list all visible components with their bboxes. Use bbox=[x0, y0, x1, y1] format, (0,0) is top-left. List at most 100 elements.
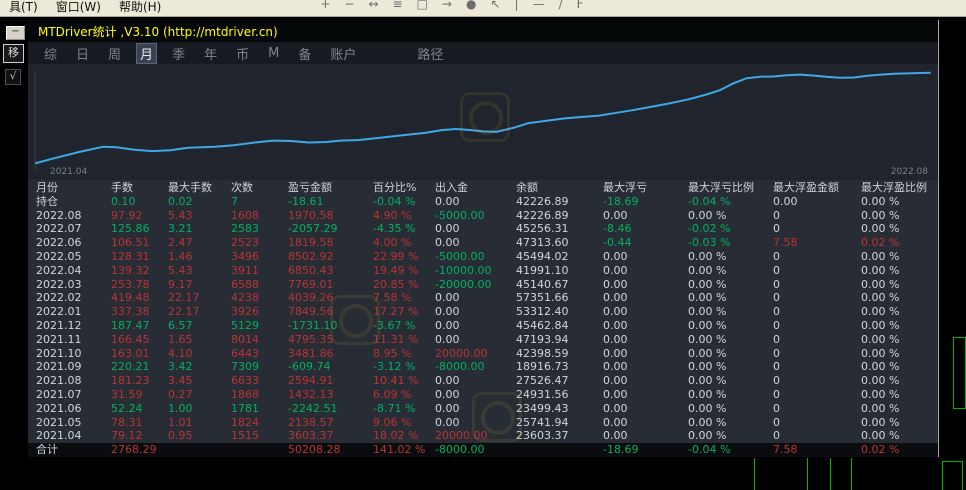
table-row[interactable]: 2022.08 97.92 5.43 1608 1970.58 4.90 % -5000.0… bbox=[28, 208, 938, 222]
value-cell: 4238 bbox=[231, 291, 259, 305]
value-cell: 0 bbox=[773, 429, 780, 443]
table-row[interactable]: 2021.07 31.59 0.27 1868 1432.13 6.09 % 0.00 249… bbox=[28, 388, 938, 402]
column-header[interactable]: 最大浮盈金额 bbox=[773, 180, 839, 194]
tile-windows-icon[interactable]: ≡ bbox=[392, 0, 403, 11]
value-cell: 20000.00 bbox=[435, 346, 488, 360]
value-cell: 6443 bbox=[231, 346, 259, 360]
value-cell: 2523 bbox=[231, 236, 259, 250]
tab-月[interactable]: 月 bbox=[136, 42, 158, 64]
value-cell: 3603.37 bbox=[288, 429, 334, 443]
value-cell: 0.00 % bbox=[688, 374, 727, 388]
value-cell: 11.31 % bbox=[373, 332, 419, 346]
trendline-icon[interactable]: / bbox=[558, 0, 563, 11]
column-header[interactable]: 手数 bbox=[111, 180, 133, 194]
vertical-line-icon[interactable]: | bbox=[514, 0, 519, 11]
tab-M[interactable]: M bbox=[268, 45, 280, 61]
table-row[interactable]: 2021.06 52.24 1.00 1781 -2242.51 -8.71 % 0.00 2… bbox=[28, 401, 938, 415]
value-cell: 0.00 % bbox=[861, 208, 900, 222]
value-cell: 50208.28 bbox=[288, 443, 341, 457]
column-header[interactable]: 百分比% bbox=[373, 180, 417, 194]
column-header[interactable]: 最大浮盈比例 bbox=[861, 180, 927, 194]
table-row[interactable]: 2021.04 79.12 0.95 1515 3603.37 18.02 % 20000.… bbox=[28, 429, 938, 443]
value-cell: -8000.00 bbox=[435, 360, 485, 374]
table-row[interactable]: 2022.03 253.78 9.17 6588 7769.01 20.85 % -2000… bbox=[28, 277, 938, 291]
fibonacci-icon[interactable]: F bbox=[576, 0, 584, 11]
value-cell: -20000.00 bbox=[435, 277, 492, 291]
table-row[interactable]: 2022.04 139.32 5.43 3911 6850.43 19.49 % -1000… bbox=[28, 263, 938, 277]
value-cell: 2583 bbox=[231, 222, 259, 236]
path-label[interactable]: 路径 bbox=[417, 47, 444, 63]
globe-icon[interactable]: ● bbox=[465, 0, 477, 11]
menu-item[interactable]: 帮助(H) bbox=[118, 0, 162, 14]
column-header[interactable]: 出入金 bbox=[435, 180, 468, 194]
table-row[interactable]: 2021.12 187.47 6.57 5129 -1731.10 -3.67 % 0.00… bbox=[28, 319, 938, 333]
value-cell: 0.00 bbox=[435, 222, 460, 236]
minimize-button[interactable]: − bbox=[6, 26, 25, 40]
move-button[interactable]: 移 bbox=[3, 44, 24, 63]
chart-shift-icon[interactable]: ↔ bbox=[368, 0, 379, 11]
x-axis-start-label: 2021.04 bbox=[50, 167, 88, 177]
zoom-in-icon[interactable]: + bbox=[320, 0, 331, 11]
value-cell: 1868 bbox=[231, 388, 259, 402]
table-row[interactable]: 2022.05 128.31 1.46 3496 8502.92 22.99 % -5000… bbox=[28, 250, 938, 264]
value-cell: 4.00 % bbox=[373, 236, 412, 250]
new-chart-icon[interactable]: □ bbox=[416, 0, 428, 11]
tab-年[interactable]: 年 bbox=[204, 47, 218, 63]
zoom-out-icon[interactable]: − bbox=[344, 0, 355, 11]
value-cell: 0.00 % bbox=[688, 250, 727, 264]
x-axis-end-label: 2022.08 bbox=[890, 167, 928, 177]
value-cell: 7.58 bbox=[773, 443, 798, 457]
table-row[interactable]: 2022.06 106.51 2.47 2523 1819.58 4.00 % 0.00 47… bbox=[28, 236, 938, 250]
value-cell: 0.00 bbox=[603, 319, 628, 333]
value-cell: 0 bbox=[773, 250, 780, 264]
value-cell: 9.06 % bbox=[373, 415, 412, 429]
auto-scroll-icon[interactable]: → bbox=[441, 0, 452, 11]
cursor-icon[interactable]: ↖ bbox=[490, 0, 501, 11]
value-cell: 0.00 % bbox=[688, 305, 727, 319]
value-cell: 22.17 bbox=[168, 305, 200, 319]
check-button[interactable]: √ bbox=[5, 69, 21, 85]
toolbar-icons: + − ↔ ≡ □ → ● ↖ | — / F bbox=[320, 0, 583, 14]
value-cell: 0.00 bbox=[603, 305, 628, 319]
value-cell: 42226.89 bbox=[516, 208, 569, 222]
value-cell: 0 bbox=[773, 401, 780, 415]
menu-item[interactable]: 具(T) bbox=[9, 0, 38, 14]
value-cell: 0 bbox=[773, 291, 780, 305]
value-cell: 4795.35 bbox=[288, 332, 334, 346]
column-header[interactable]: 月份 bbox=[36, 180, 58, 194]
value-cell: 0.00 % bbox=[861, 374, 900, 388]
table-row[interactable]: 2021.11 166.45 1.65 8014 4795.35 11.31 % 0.00 4… bbox=[28, 332, 938, 346]
table-row[interactable]: 持仓 0.10 0.02 7 -18.61 -0.04 % 0.00 42226.89 -18.… bbox=[28, 195, 938, 209]
tab-日[interactable]: 日 bbox=[76, 47, 90, 63]
value-cell: 166.45 bbox=[111, 332, 150, 346]
column-header[interactable]: 最大浮亏比例 bbox=[688, 180, 754, 194]
column-header[interactable]: 盈亏金额 bbox=[288, 180, 332, 194]
tab-周[interactable]: 周 bbox=[108, 47, 122, 63]
tab-账户[interactable]: 账户 bbox=[330, 47, 357, 63]
menu-item[interactable]: 窗口(W) bbox=[55, 0, 101, 14]
value-cell: 1.01 bbox=[168, 415, 193, 429]
column-header[interactable]: 最大手数 bbox=[168, 180, 212, 194]
table-row[interactable]: 2021.09 220.21 3.42 7309 -609.74 -3.12 % -8000… bbox=[28, 360, 938, 374]
column-header[interactable]: 最大浮亏 bbox=[603, 180, 647, 194]
title-bar[interactable]: MTDriver统计 ,V3.10 (http://mtdriver.cn) bbox=[28, 20, 938, 42]
table-row[interactable]: 2021.08 181.23 3.45 6633 2594.91 10.41 % 0.00 2… bbox=[28, 374, 938, 388]
tab-备[interactable]: 备 bbox=[298, 47, 312, 63]
table-row[interactable]: 2022.02 419.48 22.17 4238 4039.26 7.58 % 0.00 5… bbox=[28, 291, 938, 305]
table-row[interactable]: 2021.05 78.31 1.01 1824 2138.57 9.06 % 0.00 257… bbox=[28, 415, 938, 429]
value-cell: -3.67 % bbox=[373, 319, 416, 333]
table-row[interactable]: 2021.10 163.01 4.10 6443 3481.86 8.95 % 20000.… bbox=[28, 346, 938, 360]
value-cell: -2057.29 bbox=[288, 222, 338, 236]
tab-币[interactable]: 币 bbox=[236, 47, 250, 63]
value-cell: 47193.94 bbox=[516, 332, 569, 346]
tab-综[interactable]: 综 bbox=[44, 47, 58, 63]
column-header[interactable]: 余额 bbox=[516, 180, 538, 194]
value-cell: 7.58 % bbox=[373, 291, 412, 305]
tab-季[interactable]: 季 bbox=[172, 47, 186, 63]
horizontal-line-icon[interactable]: — bbox=[532, 0, 545, 11]
table-row[interactable]: 2022.01 337.38 22.17 3926 7849.56 17.27 % 0.00… bbox=[28, 305, 938, 319]
value-cell: 0.02 % bbox=[861, 443, 900, 457]
table-row[interactable]: 2022.07 125.86 3.21 2583 -2057.29 -4.35 % 0.00… bbox=[28, 222, 938, 236]
column-header[interactable]: 次数 bbox=[231, 180, 253, 194]
total-row[interactable]: 合计 2768.29 50208.28 141.02 % -8000.00 -18.69 -… bbox=[28, 442, 938, 457]
